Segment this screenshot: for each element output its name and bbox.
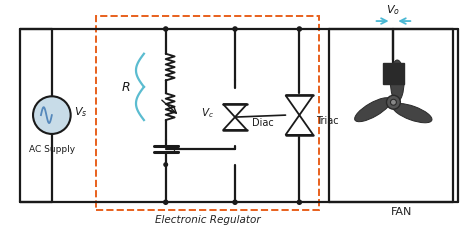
Circle shape	[391, 100, 396, 106]
Circle shape	[232, 27, 238, 33]
Text: $V_s$: $V_s$	[73, 105, 87, 118]
Bar	[383, 63, 404, 85]
Circle shape	[163, 27, 168, 33]
Text: Electronic Regulator: Electronic Regulator	[155, 214, 261, 224]
Circle shape	[386, 96, 401, 110]
Ellipse shape	[392, 104, 432, 123]
Ellipse shape	[390, 61, 404, 102]
Text: $V_o$: $V_o$	[386, 3, 401, 17]
Ellipse shape	[355, 98, 392, 122]
Text: R: R	[122, 81, 130, 94]
Text: Diac: Diac	[252, 118, 273, 128]
Circle shape	[163, 163, 168, 167]
Circle shape	[232, 200, 238, 205]
Text: $V_c$: $V_c$	[201, 106, 214, 120]
Circle shape	[297, 27, 302, 33]
Text: FAN: FAN	[391, 206, 412, 216]
Text: Triac: Triac	[316, 116, 339, 126]
Text: C: C	[173, 144, 180, 154]
Circle shape	[297, 200, 302, 205]
Circle shape	[33, 97, 71, 134]
Text: AC Supply: AC Supply	[29, 144, 75, 153]
Circle shape	[163, 200, 168, 205]
